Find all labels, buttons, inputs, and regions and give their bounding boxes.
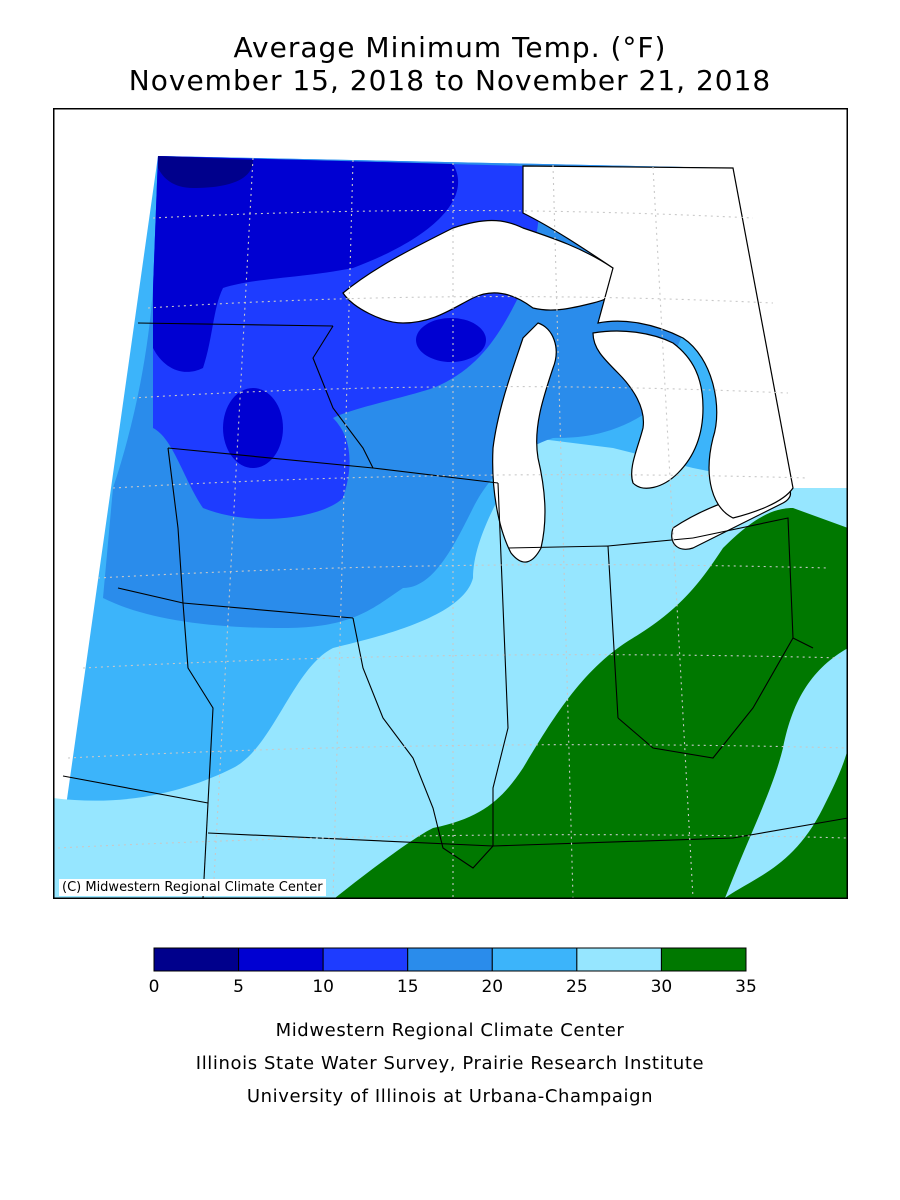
footer-line-uiuc: University of Illinois at Urbana-Champai… [246,1086,654,1107]
legend-tick-label: 15 [397,977,419,997]
temp-band-0-5 [158,156,253,188]
legend-tick-label: 0 [149,977,160,997]
footer-line-mrcc: Midwestern Regional Climate Center [275,1020,625,1041]
map-date-range: November 15, 2018 to November 21, 2018 [128,64,772,97]
legend-tick-label: 10 [312,977,334,997]
map-frame [53,108,848,899]
legend-tick-label: 20 [481,977,503,997]
temp-band-5-10 [153,156,459,372]
legend-tick-label: 5 [233,977,244,997]
legend-swatch-15-20 [407,947,493,972]
legend-tick-label: 35 [735,977,757,997]
legend-swatch-20-25 [491,947,578,972]
legend-swatch-5-10 [238,947,324,972]
footer-line-isws: Illinois State Water Survey, Prairie Res… [195,1053,705,1074]
map-title: Average Minimum Temp. (°F) [233,31,667,64]
legend-tick-label: 25 [566,977,588,997]
legend-swatch-10-15 [322,947,409,972]
temp-band-30-35 [335,508,848,898]
temp-pocket-upper-michigan [416,318,486,362]
map-credit: (C) Midwestern Regional Climate Center [59,879,326,896]
temperature-legend: 0 5 10 15 20 25 30 35 [149,947,757,997]
temp-band-30-35-east [725,748,848,898]
temp-pocket-minnesota [223,388,283,468]
legend-tick-label: 30 [651,977,673,997]
lake-huron [592,330,704,489]
legend-swatch-30-35 [660,947,747,972]
ontario-land [522,165,794,519]
legend-swatch-25-30 [576,947,662,972]
lake-michigan [492,322,557,563]
legend-swatch-0-5 [153,947,240,972]
graticule [57,157,848,899]
temperature-map [53,108,848,899]
